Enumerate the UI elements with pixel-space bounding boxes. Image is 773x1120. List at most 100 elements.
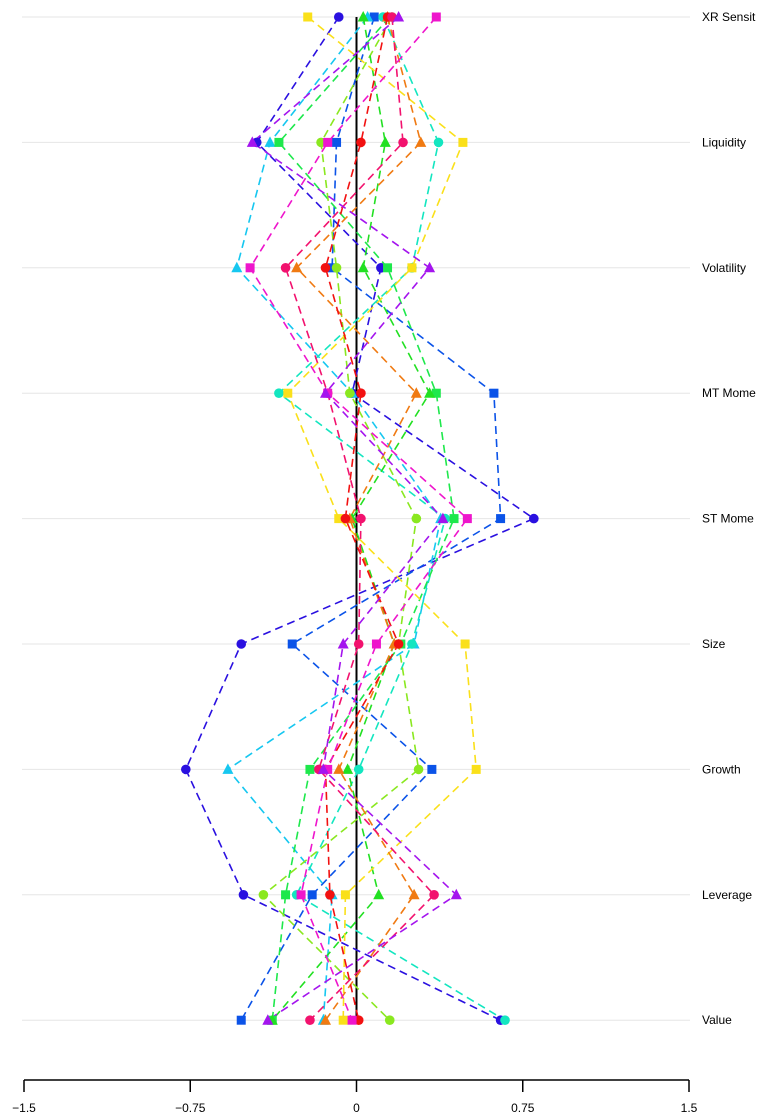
x-tick-label: 0.75 [511, 1101, 535, 1115]
data-point [460, 639, 470, 649]
data-point [462, 514, 472, 524]
data-point [340, 513, 351, 524]
data-point [458, 137, 468, 147]
data-point [398, 137, 408, 148]
data-point [450, 888, 462, 900]
factor-label: XR Sensit [702, 10, 756, 24]
data-point [291, 261, 303, 273]
data-point [431, 12, 441, 22]
data-point [337, 638, 349, 649]
data-point [236, 1015, 246, 1025]
data-point [305, 1015, 315, 1025]
data-point [333, 12, 344, 22]
series-line [324, 16, 400, 1021]
data-point [338, 1015, 348, 1025]
data-point [407, 263, 417, 273]
factor-label: MT Mome [702, 386, 756, 400]
data-point [283, 388, 293, 398]
data-point [489, 388, 499, 398]
data-point [407, 639, 417, 649]
data-point [357, 11, 369, 22]
data-point [353, 639, 364, 649]
x-tick-label: −1.5 [12, 1101, 36, 1115]
data-point [236, 639, 247, 649]
data-point [411, 513, 422, 524]
data-point [369, 12, 379, 22]
data-point [334, 514, 344, 524]
data-point [262, 1014, 274, 1025]
data-point [331, 263, 342, 273]
data-point [305, 764, 315, 774]
series-line [295, 16, 422, 1021]
factor-label: Size [702, 637, 726, 651]
data-point [340, 890, 350, 900]
factor-labels: XR Sensit Liquidity Volatility MT Mome ST Mo… [702, 10, 756, 1027]
data-point [529, 513, 539, 524]
data-point [429, 890, 439, 900]
data-point [245, 263, 255, 273]
data-point [356, 137, 366, 148]
data-point [320, 1014, 331, 1025]
data-point [393, 639, 404, 649]
data-point [424, 387, 436, 398]
factor-label: Liquidity [702, 135, 746, 149]
data-point [296, 890, 306, 900]
data-point [384, 1015, 395, 1025]
data-point [320, 263, 331, 273]
data-point [431, 388, 441, 398]
data-point [222, 763, 234, 774]
data-point [246, 136, 258, 147]
data-point [357, 261, 369, 273]
data-point [496, 514, 506, 524]
data-point [320, 387, 331, 398]
series-line [184, 16, 536, 1021]
x-tick-label: −0.75 [175, 1101, 206, 1115]
data-point [413, 764, 424, 775]
factor-label: ST Mome [702, 512, 754, 526]
x-tick-label: 1.5 [681, 1101, 698, 1115]
factor-label: Growth [702, 762, 741, 776]
data-point [433, 137, 444, 148]
data-point [323, 137, 333, 147]
data-point [383, 263, 393, 273]
data-point [238, 890, 249, 900]
data-point [393, 11, 405, 22]
data-point [287, 639, 297, 649]
series-line [249, 16, 469, 1021]
data-point [317, 763, 329, 774]
factor-label: Leverage [702, 888, 752, 902]
data-point [471, 764, 481, 774]
data-point [373, 888, 385, 900]
data-point [258, 890, 269, 900]
data-point [427, 764, 437, 774]
data-point [347, 1015, 357, 1025]
data-point [500, 1015, 510, 1025]
data-point [424, 261, 436, 273]
x-tick-label: 0 [353, 1101, 360, 1115]
series-line [271, 16, 431, 1021]
data-point [353, 764, 364, 775]
data-point [323, 764, 333, 774]
data-point [342, 763, 354, 774]
data-point [371, 639, 381, 649]
data-point [449, 514, 459, 524]
data-point [437, 512, 449, 524]
data-point [325, 890, 335, 900]
data-point [345, 388, 355, 399]
data-point [415, 136, 427, 147]
data-point [281, 890, 291, 900]
data-point [181, 764, 191, 775]
series-markers [181, 11, 539, 1025]
data-point [379, 136, 391, 147]
series-line [271, 16, 455, 1021]
data-point [280, 263, 291, 273]
data-point [264, 136, 276, 147]
data-point [356, 388, 366, 399]
data-point [408, 888, 420, 900]
data-point [303, 12, 313, 22]
data-point [307, 890, 317, 900]
data-point [274, 137, 284, 147]
data-point [356, 513, 366, 524]
factor-label: Volatility [702, 261, 746, 275]
